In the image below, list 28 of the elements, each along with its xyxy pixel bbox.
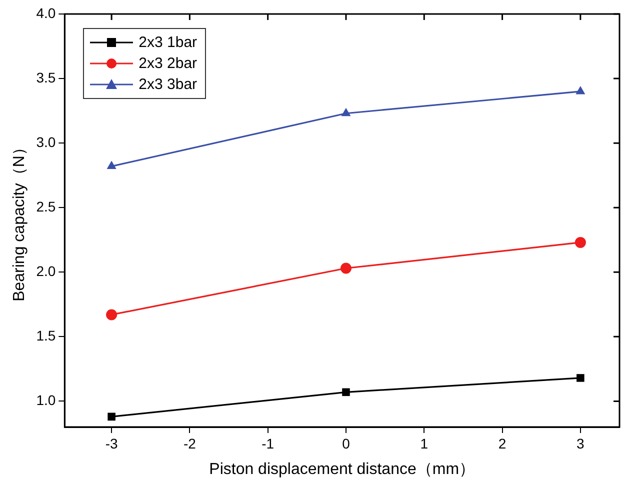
y-tick-label: 3.0 <box>36 134 56 150</box>
legend-label: 2x3 3bar <box>138 76 198 93</box>
y-tick-label: 3.5 <box>36 69 56 86</box>
legend-label: 2x3 1bar <box>138 34 198 51</box>
y-tick-label: 4.0 <box>36 4 56 21</box>
x-tick-label: 3 <box>576 435 585 452</box>
x-tick-label: 0 <box>342 435 350 452</box>
point <box>108 412 116 421</box>
y-tick-label: 2.5 <box>36 198 56 214</box>
x-axis-title: Piston displacement distance（mm） <box>209 460 476 478</box>
y-tick-label: 1.0 <box>36 392 56 408</box>
y-tick-label: 1.5 <box>36 328 56 344</box>
point <box>576 374 584 382</box>
point <box>106 160 116 170</box>
x-tick-label: -3 <box>105 435 118 452</box>
y-axis-title: Bearing capacity（N） <box>11 140 28 302</box>
point <box>340 262 352 274</box>
point <box>341 108 351 116</box>
point <box>574 236 586 248</box>
x-tick-label: -1 <box>262 435 274 452</box>
point <box>106 309 118 320</box>
x-tick-label: 2 <box>498 435 506 452</box>
point <box>342 388 350 396</box>
point <box>576 86 586 94</box>
y-tick-label: 2.0 <box>36 262 56 279</box>
x-tick-label: 1 <box>420 435 428 452</box>
legend-label: 2x3 2bar <box>138 55 198 72</box>
x-tick-label: -2 <box>183 435 196 452</box>
